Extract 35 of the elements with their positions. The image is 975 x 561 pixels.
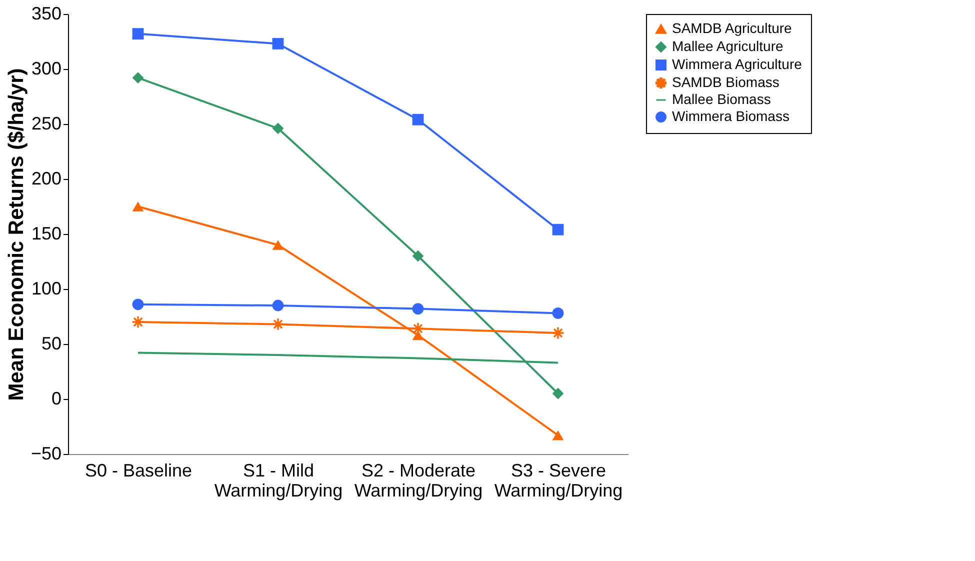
legend-label: SAMDB Biomass bbox=[672, 74, 780, 90]
point bbox=[132, 72, 144, 84]
point bbox=[552, 224, 564, 236]
point bbox=[132, 28, 144, 40]
x-tick-label: S0 - Baseline bbox=[84, 460, 192, 480]
point bbox=[412, 114, 424, 126]
y-tick-label: 100 bbox=[31, 278, 62, 298]
legend-label: Wimmera Biomass bbox=[672, 108, 790, 124]
y-tick-label: 350 bbox=[31, 4, 62, 24]
y-tick-label: 50 bbox=[41, 334, 62, 354]
point bbox=[132, 202, 144, 212]
y-axis-title: Mean Economic Returns ($/ha/yr) bbox=[4, 68, 28, 401]
point bbox=[272, 122, 284, 134]
y-tick-label: 200 bbox=[31, 168, 62, 188]
point bbox=[412, 250, 424, 262]
x-tick-label: S3 - Severe Warming/Drying bbox=[494, 460, 623, 500]
point bbox=[272, 38, 284, 50]
point bbox=[272, 240, 284, 250]
legend-label: Wimmera Agriculture bbox=[672, 56, 802, 72]
y-tick-label: 250 bbox=[31, 114, 62, 134]
point bbox=[552, 308, 564, 319]
y-tick-label: 0 bbox=[51, 388, 62, 408]
point bbox=[412, 303, 424, 314]
y-tick-label: 300 bbox=[31, 58, 62, 78]
x-tick-label: S1 - Mild Warming/Drying bbox=[214, 460, 343, 500]
y-tick-label: 150 bbox=[31, 224, 62, 244]
point bbox=[272, 300, 284, 312]
legend-label: Mallee Biomass bbox=[672, 91, 771, 107]
point bbox=[132, 298, 144, 310]
point bbox=[552, 430, 564, 440]
legend-label: SAMDB Agriculture bbox=[672, 20, 792, 36]
y-tick-label: −50 bbox=[30, 444, 62, 464]
legend-label: Mallee Agriculture bbox=[672, 38, 784, 54]
point bbox=[552, 388, 564, 400]
x-tick-label: S2 - Moderate Warming/Drying bbox=[354, 460, 483, 500]
